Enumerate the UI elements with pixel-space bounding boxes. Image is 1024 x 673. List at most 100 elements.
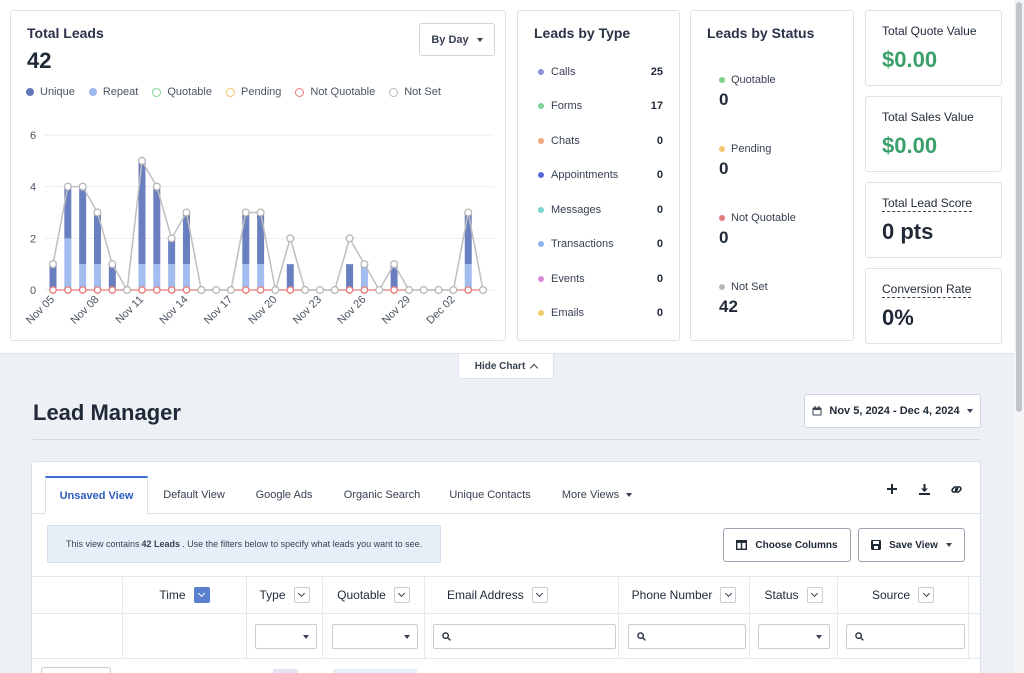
kpi-title[interactable]: Conversion Rate xyxy=(882,282,972,298)
scrollbar-thumb[interactable] xyxy=(1016,2,1022,412)
tab-default-view[interactable]: Default View xyxy=(154,476,234,514)
status-not-quotable[interactable]: Not Quotable 0 xyxy=(719,212,796,248)
share-link-button[interactable] xyxy=(947,480,965,498)
type-row-appointments[interactable]: Appointments 0 xyxy=(538,169,663,181)
legend-item-not-set[interactable]: Not Set xyxy=(389,86,441,98)
total-leads-chart: 0 2 4 6 Nov 05 Nov 08 Nov 11 Nov 14 Nov 17 Nov 20… xyxy=(24,130,494,327)
chevron-down-icon xyxy=(724,589,732,598)
email-filter-input[interactable] xyxy=(433,624,616,649)
caret-down-icon xyxy=(945,543,952,547)
bar-unique xyxy=(182,212,190,265)
column-header-source[interactable]: Source xyxy=(838,577,969,613)
not-set-point xyxy=(78,182,87,191)
column-menu-button[interactable] xyxy=(806,587,823,603)
caret-down-icon xyxy=(626,493,633,497)
not-set-point xyxy=(108,260,117,269)
page-scrollbar[interactable] xyxy=(1014,0,1024,673)
chevron-up-icon xyxy=(530,363,539,372)
bar-unique xyxy=(168,238,176,265)
type-badge xyxy=(273,669,298,673)
legend-label: Not Quotable xyxy=(310,86,376,98)
leads-by-type-card: Leads by Type Calls 25 Forms 17 Chats 0 App… xyxy=(517,10,680,341)
column-menu-button[interactable] xyxy=(193,587,210,603)
y-tick-label: 6 xyxy=(30,130,36,142)
column-header-quotable[interactable]: Quotable xyxy=(323,577,425,613)
type-row-messages[interactable]: Messages 0 xyxy=(538,204,663,216)
caret-down-icon xyxy=(476,37,483,42)
save-view-button[interactable]: Save View xyxy=(858,528,965,562)
caret-down-icon xyxy=(966,409,973,413)
legend-item-repeat[interactable]: Repeat xyxy=(88,86,138,98)
not-quotable-marker-icon xyxy=(295,87,305,97)
source-filter-input[interactable] xyxy=(846,624,965,649)
not-set-point xyxy=(197,285,206,295)
column-header-time[interactable]: Time xyxy=(123,577,247,613)
type-filter-select[interactable] xyxy=(255,624,317,649)
tab-unique-contacts[interactable]: Unique Contacts xyxy=(440,476,540,514)
notice-prefix: This view contains xyxy=(66,539,140,549)
column-header-type[interactable]: Type xyxy=(247,577,323,613)
type-label: Appointments xyxy=(551,169,619,181)
table-header: Time Type Quotable Email Address Phone N… xyxy=(32,576,980,614)
legend-item-not-quotable[interactable]: Not Quotable xyxy=(295,86,375,98)
tab-label: Google Ads xyxy=(255,489,313,501)
chevron-down-icon xyxy=(398,589,406,598)
status-label: Not Set xyxy=(731,281,768,293)
not-quotable-point xyxy=(138,286,146,294)
type-row-forms[interactable]: Forms 17 xyxy=(538,100,663,112)
column-menu-button[interactable] xyxy=(393,587,410,603)
date-range-picker[interactable]: Nov 5, 2024 - Dec 4, 2024 xyxy=(804,394,981,428)
column-menu-button[interactable] xyxy=(918,587,935,603)
not-set-point xyxy=(330,285,339,295)
legend-item-unique[interactable]: Unique xyxy=(26,86,75,98)
status-value: 0 xyxy=(719,90,729,109)
status-not-set[interactable]: Not Set 42 xyxy=(719,281,768,317)
column-menu-button[interactable] xyxy=(720,587,737,603)
hide-chart-button[interactable]: Hide Chart xyxy=(458,354,554,379)
divider xyxy=(33,439,981,440)
bar-repeat xyxy=(79,264,87,290)
not-quotable-point xyxy=(78,286,87,294)
tab-organic-search[interactable]: Organic Search xyxy=(332,476,432,514)
phone-filter-input[interactable] xyxy=(628,624,746,649)
status-filter-select[interactable] xyxy=(758,624,830,649)
column-header-status[interactable]: Status xyxy=(750,577,838,613)
column-menu-button[interactable] xyxy=(531,587,548,603)
choose-columns-button[interactable]: Choose Columns xyxy=(723,528,851,562)
events-marker-icon xyxy=(538,276,544,282)
column-header-phone-number[interactable]: Phone Number xyxy=(619,577,750,613)
quotable-filter-select[interactable] xyxy=(332,624,418,649)
column-menu-button[interactable] xyxy=(293,587,310,603)
status-pending[interactable]: Pending 0 xyxy=(719,143,771,179)
search-icon xyxy=(855,632,864,641)
type-row-events[interactable]: Events 0 xyxy=(538,273,663,285)
first-row-select[interactable] xyxy=(41,667,111,673)
hide-chart-label: Hide Chart xyxy=(474,360,526,372)
type-row-calls[interactable]: Calls 25 xyxy=(538,66,663,78)
bar-repeat xyxy=(168,264,176,290)
column-header-email-address[interactable]: Email Address xyxy=(425,577,619,613)
add-view-button[interactable] xyxy=(883,480,901,498)
type-row-transactions[interactable]: Transactions 0 xyxy=(538,238,663,250)
quotable-badge xyxy=(333,669,417,673)
status-quotable[interactable]: Quotable 0 xyxy=(719,74,776,110)
bar-repeat xyxy=(64,238,72,290)
kpi-title[interactable]: Total Lead Score xyxy=(882,196,973,212)
status-label: Pending xyxy=(731,143,772,155)
x-tick-label: Nov 26 xyxy=(335,294,368,327)
not-quotable-point xyxy=(167,286,176,294)
legend-item-quotable[interactable]: Quotable xyxy=(152,86,212,98)
column-label: Phone Number xyxy=(631,588,713,602)
type-row-emails[interactable]: Emails 0 xyxy=(538,307,663,319)
bar-repeat xyxy=(464,264,472,290)
not-set-point xyxy=(48,260,58,269)
range-dropdown[interactable]: By Day xyxy=(419,23,495,56)
tab-unsaved-view[interactable]: Unsaved View xyxy=(45,476,148,514)
tab-google-ads[interactable]: Google Ads xyxy=(244,476,324,514)
type-row-chats[interactable]: Chats 0 xyxy=(538,135,663,147)
pending-status-icon xyxy=(719,146,725,152)
tab-more-views[interactable]: More Views xyxy=(552,476,642,514)
download-button[interactable] xyxy=(915,480,933,498)
legend-item-pending[interactable]: Pending xyxy=(226,86,281,98)
filter-cell-type xyxy=(247,614,323,658)
